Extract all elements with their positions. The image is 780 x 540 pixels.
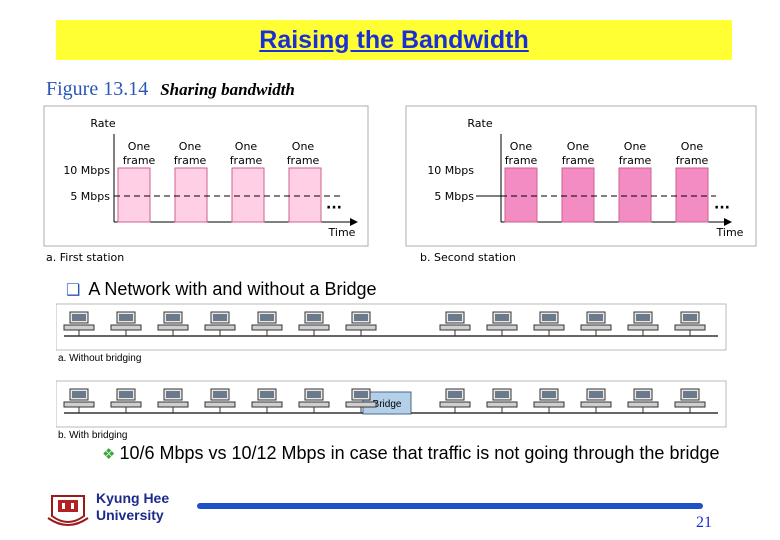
slide-title: Raising the Bandwidth xyxy=(259,25,529,54)
computer-icon xyxy=(298,388,330,413)
frame-4 xyxy=(288,167,322,223)
computer-icon xyxy=(486,311,518,336)
network-with-bridge: Bridge b. With bridging xyxy=(55,380,727,441)
frame-2 xyxy=(174,167,208,223)
frame-2 xyxy=(561,167,595,223)
university-line-1: Kyung Hee xyxy=(96,490,170,506)
sub-bullet-text: 10/6 Mbps vs 10/12 Mbps in case that tra… xyxy=(119,443,720,463)
network-without-bridge: a. Without bridging xyxy=(55,303,727,365)
computer-icon xyxy=(157,388,189,413)
panel-second-station: Rate 10 Mbps 5 Mbps ··· One frame One fr… xyxy=(404,104,760,264)
frame-label: frame xyxy=(230,154,263,167)
frame-label: One xyxy=(681,140,704,153)
computer-icon xyxy=(674,311,706,336)
frame-1 xyxy=(117,167,151,223)
ellipsis: ··· xyxy=(714,200,730,216)
bullet-network-bridge: ❑ A Network with and without a Bridge xyxy=(66,279,377,300)
computer-icon xyxy=(580,311,612,336)
rate-axis-label: Rate xyxy=(467,117,492,130)
tick-10mbps: 10 Mbps xyxy=(63,164,110,177)
frame-label: One xyxy=(567,140,590,153)
computer-icon xyxy=(345,388,377,413)
sub-bullet-bandwidth: ❖ 10/6 Mbps vs 10/12 Mbps in case that tr… xyxy=(102,441,742,466)
computer-icon xyxy=(157,311,189,336)
tick-10mbps: 10 Mbps xyxy=(427,164,474,177)
frame-label: frame xyxy=(123,154,156,167)
computer-icon xyxy=(533,388,565,413)
computer-icon xyxy=(627,388,659,413)
ellipsis: ··· xyxy=(326,200,342,216)
frame-1 xyxy=(504,167,538,223)
computer-icon xyxy=(298,311,330,336)
figure-title: Sharing bandwidth xyxy=(160,80,295,99)
without-bridging-caption: a. Without bridging xyxy=(58,353,141,364)
university-logo-icon xyxy=(46,492,90,533)
footer-divider xyxy=(197,503,703,509)
computer-icon xyxy=(251,388,283,413)
with-bridging-caption: b. With bridging xyxy=(58,430,127,440)
university-name: Kyung Hee University xyxy=(96,490,169,524)
frame-label: One xyxy=(128,140,151,153)
computer-icon xyxy=(110,311,142,336)
computer-icon xyxy=(580,388,612,413)
frame-label: frame xyxy=(287,154,320,167)
computer-icon xyxy=(486,388,518,413)
frame-label: One xyxy=(179,140,202,153)
frame-label: frame xyxy=(619,154,652,167)
figure-number: Figure 13.14 xyxy=(46,78,149,100)
frame-label: frame xyxy=(676,154,709,167)
computer-icon xyxy=(439,388,471,413)
bridge-label: Bridge xyxy=(373,399,402,410)
bullet-text: A Network with and without a Bridge xyxy=(88,279,377,299)
time-axis-label: Time xyxy=(328,226,356,239)
computer-icon xyxy=(345,311,377,336)
computer-icon xyxy=(204,311,236,336)
computer-icon xyxy=(439,311,471,336)
figure-caption: Figure 13.14 Sharing bandwidth xyxy=(46,78,295,101)
computer-icon xyxy=(110,388,142,413)
computer-icon xyxy=(627,311,659,336)
frame-label: frame xyxy=(562,154,595,167)
panel-first-station: Rate 10 Mbps 5 Mbps ··· One frame One fr… xyxy=(42,104,372,264)
diamond-bullet-icon: ❖ xyxy=(102,445,116,463)
square-bullet-icon: ❑ xyxy=(66,280,81,299)
time-axis-label: Time xyxy=(716,226,744,239)
computer-icon xyxy=(63,388,95,413)
computer-icon xyxy=(251,311,283,336)
computer-icon xyxy=(204,388,236,413)
frame-label: frame xyxy=(174,154,207,167)
university-line-2: University xyxy=(96,507,164,523)
rate-axis-label: Rate xyxy=(90,117,115,130)
tick-5mbps: 5 Mbps xyxy=(434,190,474,203)
frame-label: frame xyxy=(505,154,538,167)
frame-label: One xyxy=(510,140,533,153)
frame-4 xyxy=(675,167,709,223)
computer-icon xyxy=(63,311,95,336)
second-station-caption: b. Second station xyxy=(420,251,516,264)
frame-3 xyxy=(231,167,265,223)
computer-icon xyxy=(533,311,565,336)
first-station-caption: a. First station xyxy=(46,251,124,264)
page-number: 21 xyxy=(696,514,712,531)
frame-label: One xyxy=(235,140,258,153)
frame-label: One xyxy=(624,140,647,153)
title-banner: Raising the Bandwidth xyxy=(56,20,732,60)
tick-5mbps: 5 Mbps xyxy=(70,190,110,203)
frame-label: One xyxy=(292,140,315,153)
frame-3 xyxy=(618,167,652,223)
computer-icon xyxy=(674,388,706,413)
